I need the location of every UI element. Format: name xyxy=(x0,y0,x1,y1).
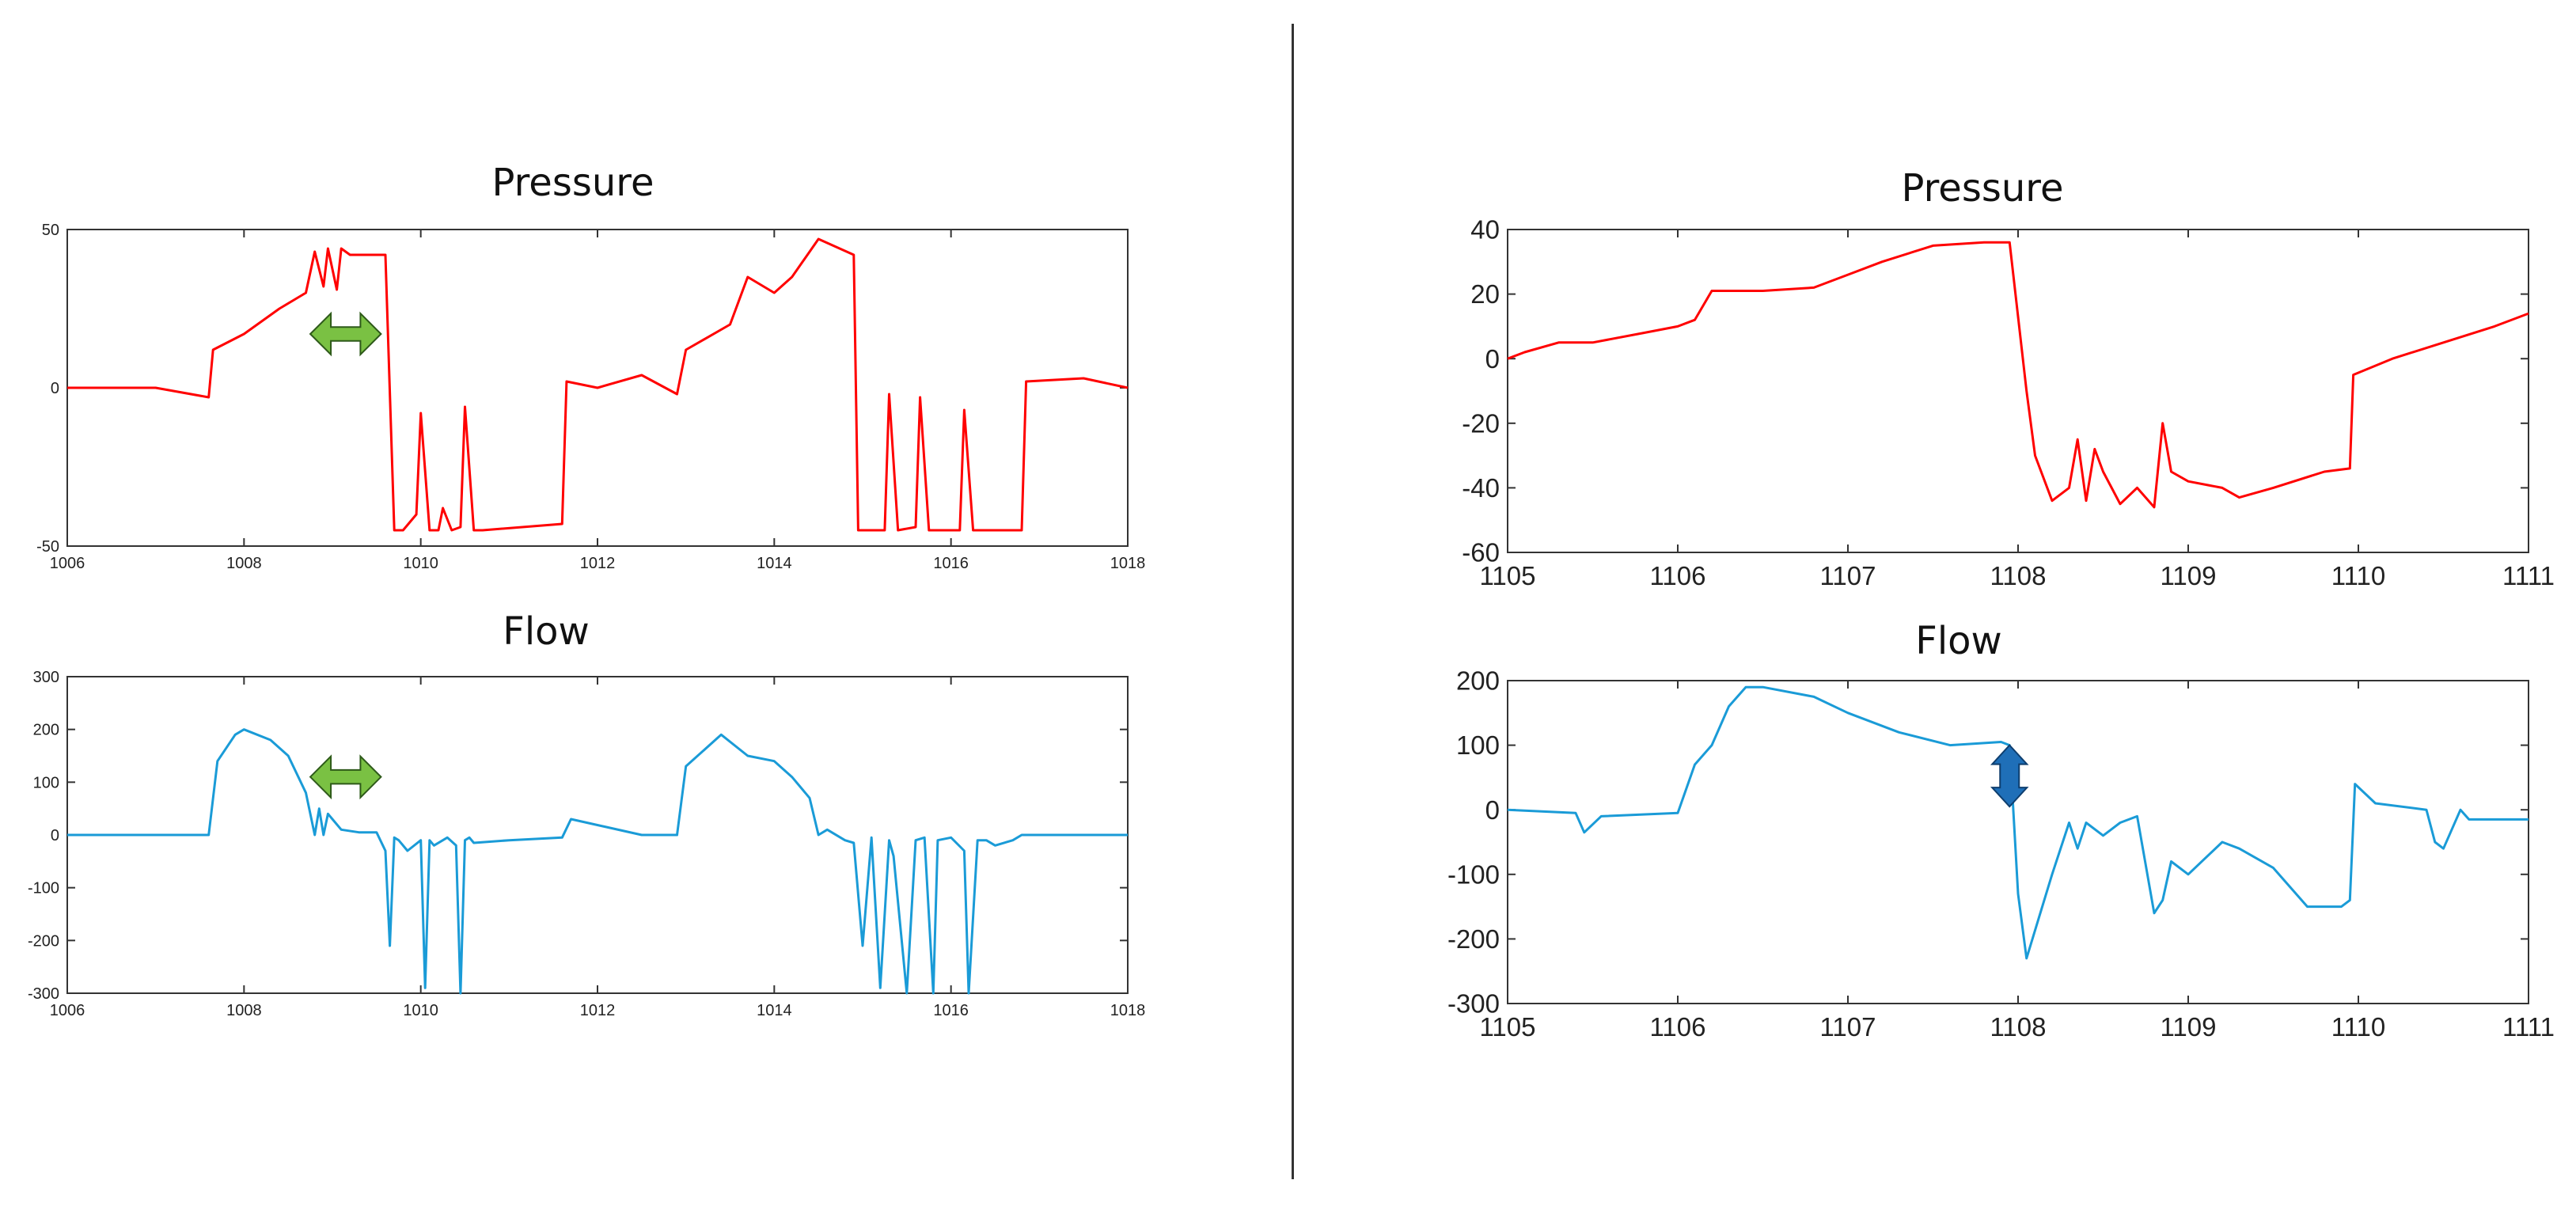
y-tick-label: 300 xyxy=(33,669,59,686)
x-tick-label: 1111 xyxy=(2502,1012,2555,1042)
series-line xyxy=(67,237,1129,532)
y-tick-label: -200 xyxy=(1447,924,1500,954)
double-arrow-icon xyxy=(1990,744,2029,808)
x-tick-label: 1008 xyxy=(226,555,262,572)
series-line xyxy=(1507,685,2529,960)
y-tick-label: 100 xyxy=(1456,730,1500,760)
x-tick-label: 1107 xyxy=(1820,1012,1876,1042)
y-tick-label: 100 xyxy=(33,774,59,791)
x-tick-label: 1006 xyxy=(50,1002,85,1019)
y-tick-label: 0 xyxy=(1485,344,1500,374)
plot-frame xyxy=(1507,229,2529,553)
x-tick-label: 1108 xyxy=(1990,1012,2047,1042)
x-tick-label: 1105 xyxy=(1480,1012,1536,1042)
x-tick-label: 1109 xyxy=(2161,561,2217,590)
series-line xyxy=(1507,241,2529,509)
y-tick-label: 200 xyxy=(1456,666,1500,696)
x-tick-label: 1012 xyxy=(580,555,616,572)
x-tick-label: 1018 xyxy=(1110,555,1146,572)
double-arrow-icon xyxy=(309,754,382,800)
right-flow-title: Flow xyxy=(1915,619,2002,663)
x-tick-label: 1014 xyxy=(757,1002,792,1019)
y-tick-label: -100 xyxy=(28,880,59,897)
x-tick-label: 1108 xyxy=(1990,561,2047,590)
y-tick-label: -40 xyxy=(1462,473,1500,503)
y-tick-label: 0 xyxy=(51,827,59,844)
y-tick-label: -20 xyxy=(1462,408,1500,438)
x-tick-label: 1014 xyxy=(757,555,792,572)
x-tick-label: 1110 xyxy=(2331,1012,2386,1042)
x-tick-label: 1016 xyxy=(933,1002,969,1019)
x-tick-label: 1008 xyxy=(226,1002,262,1019)
x-tick-label: 1111 xyxy=(2502,561,2555,590)
x-tick-label: 1016 xyxy=(933,555,969,572)
y-tick-label: -300 xyxy=(1447,989,1500,1019)
y-tick-label: 40 xyxy=(1470,215,1500,245)
series-line xyxy=(67,728,1128,995)
y-tick-label: 200 xyxy=(33,722,59,739)
y-tick-label: -50 xyxy=(36,538,59,556)
left-pressure-title: Pressure xyxy=(491,161,654,205)
x-tick-label: 1107 xyxy=(1820,561,1876,590)
y-tick-label: 0 xyxy=(1485,795,1500,825)
x-tick-label: 1006 xyxy=(50,555,85,572)
x-tick-label: 1018 xyxy=(1110,1002,1146,1019)
right-pressure-title: Pressure xyxy=(1901,166,2064,211)
y-tick-label: 50 xyxy=(42,222,59,239)
x-tick-label: 1109 xyxy=(2161,1012,2217,1042)
x-tick-label: 1010 xyxy=(403,555,438,572)
y-tick-label: -100 xyxy=(1447,859,1500,889)
plot-frame xyxy=(1507,680,2529,1004)
double-arrow-icon xyxy=(309,311,382,357)
x-tick-label: 1106 xyxy=(1650,1012,1706,1042)
x-tick-label: 1105 xyxy=(1480,561,1536,590)
y-tick-label: -60 xyxy=(1462,538,1500,567)
left-flow-title: Flow xyxy=(503,609,590,654)
y-tick-label: -200 xyxy=(28,932,59,950)
x-tick-label: 1012 xyxy=(580,1002,616,1019)
y-tick-label: -300 xyxy=(28,985,59,1003)
panel-divider xyxy=(1292,24,1294,1179)
x-tick-label: 1010 xyxy=(403,1002,438,1019)
x-tick-label: 1106 xyxy=(1650,561,1706,590)
y-tick-label: 20 xyxy=(1470,279,1500,309)
y-tick-label: 0 xyxy=(51,380,59,397)
x-tick-label: 1110 xyxy=(2331,561,2386,590)
